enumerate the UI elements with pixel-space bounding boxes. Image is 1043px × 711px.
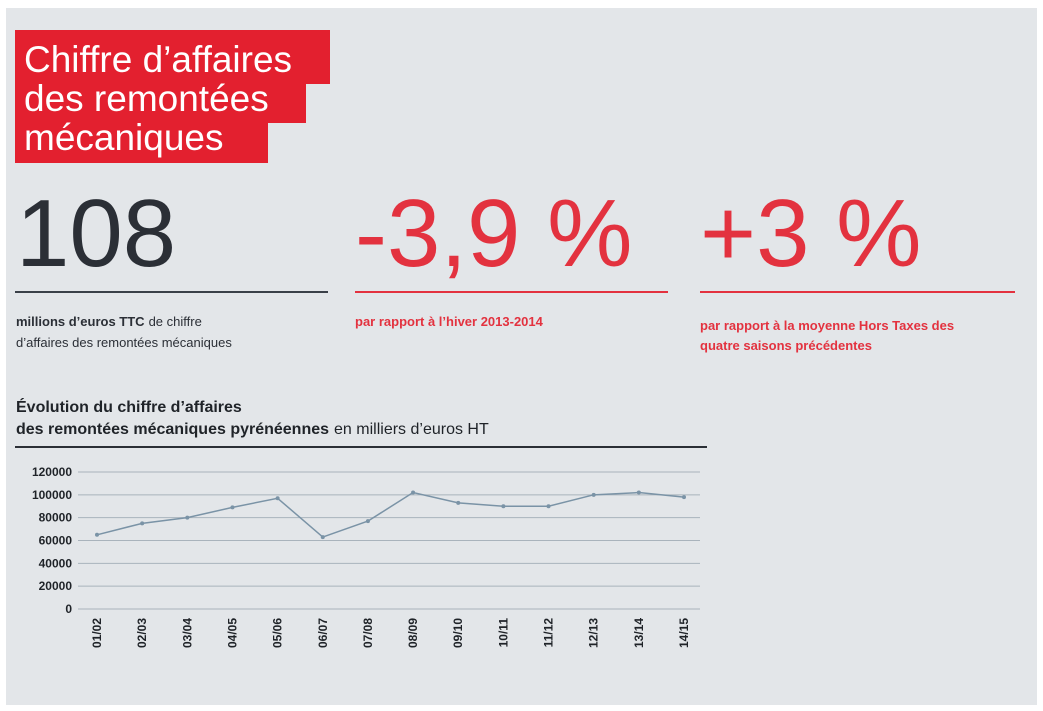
data-point [591, 492, 596, 497]
y-tick-label: 60000 [39, 534, 73, 548]
caption-bold: par rapport à l’hiver 2013-2014 [355, 314, 544, 329]
x-tick-label: 12/13 [587, 618, 601, 648]
data-point [682, 495, 686, 500]
data-point [501, 504, 506, 509]
stat-caption: par rapport à l’hiver 2013-2014 [355, 314, 544, 329]
page-title: Chiffre d’affaires [24, 39, 292, 80]
data-point [456, 500, 461, 505]
x-tick-label: 14/15 [677, 618, 691, 648]
stat-figure: +3 % [700, 180, 921, 287]
title-box [15, 83, 306, 123]
stat-caption: par rapport à la moyenne Hors Taxes des q… [700, 318, 954, 353]
x-tick-label: 10/11 [496, 618, 510, 648]
x-tick-label: 04/05 [225, 618, 239, 648]
data-point [140, 521, 145, 526]
x-tick-label: 07/08 [361, 618, 375, 648]
chart-title-bold: des remontées mécaniques pyrénéennes [16, 421, 329, 438]
y-tick-label: 80000 [39, 511, 73, 525]
y-tick-label: 40000 [39, 556, 73, 570]
x-tick-label: 02/03 [135, 618, 149, 648]
page-title: des remontées [24, 78, 269, 119]
caption-text: de chiffre [149, 314, 202, 329]
caption-line: par rapport à la moyenne Hors Taxes des [700, 318, 954, 333]
stat-caption: millions d’euros TTC de chiffre d’affaires… [16, 314, 232, 350]
x-tick-label: 13/14 [632, 618, 646, 648]
stat-figure: -3,9 % [355, 180, 632, 287]
x-tick-label: 01/02 [90, 618, 104, 648]
x-tick-label: 09/10 [451, 618, 465, 648]
x-tick-label: 11/12 [542, 618, 556, 648]
caption-bold: millions d’euros TTC [16, 314, 145, 329]
x-tick-label: 06/07 [316, 618, 330, 648]
title-box [15, 30, 330, 84]
data-point [365, 519, 370, 524]
data-point [95, 532, 99, 537]
data-point [230, 505, 235, 510]
x-tick-label: 03/04 [180, 618, 194, 648]
y-tick-label: 120000 [32, 465, 72, 479]
data-point [411, 490, 416, 495]
line-series [96, 491, 685, 538]
chart-title: des remontées mécaniques pyrénéennes en m… [16, 421, 489, 438]
caption-line: quatre saisons précédentes [700, 338, 872, 353]
x-tick-label: 05/06 [271, 618, 285, 648]
y-tick-label: 100000 [32, 488, 72, 502]
page-title: mécaniques [24, 117, 224, 158]
data-point [546, 504, 551, 509]
y-tick-label: 20000 [39, 579, 73, 593]
data-point [275, 496, 280, 501]
chart-subtitle: en milliers d’euros HT [334, 421, 489, 438]
stat-figure: 108 [16, 180, 176, 287]
y-tick-label: 0 [65, 602, 72, 616]
chart-title-bold: Évolution du chiffre d’affaires [16, 397, 242, 416]
data-point [320, 535, 325, 540]
x-tick-label: 08/09 [406, 618, 420, 648]
data-point [185, 515, 190, 520]
title-box [15, 122, 268, 163]
caption-text: d’affaires des remontées mécaniques [16, 335, 232, 350]
chart-title: Évolution du chiffre d’affaires [16, 397, 242, 416]
data-point [636, 490, 641, 495]
